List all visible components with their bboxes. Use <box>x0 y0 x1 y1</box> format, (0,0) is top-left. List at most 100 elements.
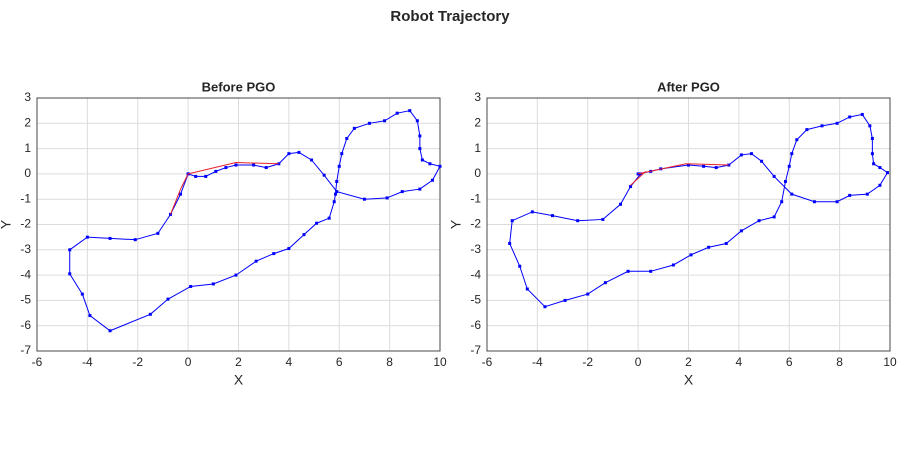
trajectory-point <box>780 200 784 204</box>
trajectory-point <box>315 221 319 225</box>
trajectory-point <box>576 219 580 223</box>
y-tick-label: -3 <box>20 242 31 256</box>
trajectory-point <box>870 152 874 156</box>
trajectory-point <box>805 128 809 132</box>
trajectory-point <box>272 252 276 256</box>
x-tick-label: -4 <box>82 355 93 369</box>
trajectory-point <box>702 164 706 168</box>
trajectory-point <box>550 214 554 218</box>
trajectory-point <box>812 200 816 204</box>
trajectory-point <box>194 174 198 178</box>
trajectory-point <box>362 197 366 201</box>
y-axis-label: Y <box>448 219 464 229</box>
trajectory-point <box>68 272 72 276</box>
trajectory-point <box>848 115 852 119</box>
x-tick-label: -6 <box>32 355 43 369</box>
trajectory-point <box>234 273 238 277</box>
x-tick-label: -2 <box>132 355 143 369</box>
trajectory-point <box>332 200 336 204</box>
x-tick-label: 8 <box>386 355 393 369</box>
y-tick-label: -7 <box>470 343 481 357</box>
trajectory-point <box>872 162 876 166</box>
y-tick-label: -5 <box>470 293 481 307</box>
trajectory-point <box>234 163 238 167</box>
trajectory-point <box>408 109 412 113</box>
trajectory-point <box>108 329 112 333</box>
trajectory-point <box>395 111 399 115</box>
trajectory-point <box>868 124 872 128</box>
y-tick-label: -7 <box>20 343 31 357</box>
trajectory-point <box>418 147 422 151</box>
trajectory-point <box>337 164 341 168</box>
x-tick-label: 4 <box>286 355 293 369</box>
trajectory-point <box>757 219 761 223</box>
trajectory-point <box>211 282 215 286</box>
trajectory-point <box>518 264 522 268</box>
trajectory-point <box>783 179 787 183</box>
y-tick-label: 1 <box>24 141 31 155</box>
trajectory-point <box>508 241 512 245</box>
trajectory-point <box>860 112 864 116</box>
trajectory-point <box>790 192 794 196</box>
trajectory-point <box>88 314 92 318</box>
trajectory-point <box>85 235 89 239</box>
trajectory-point <box>438 164 442 168</box>
x-tick-label: 4 <box>736 355 743 369</box>
trajectory-point <box>133 238 137 242</box>
trajectory-point <box>264 166 268 170</box>
trajectory-point <box>724 241 728 245</box>
trajectory-point <box>352 126 356 130</box>
trajectory-point <box>204 174 208 178</box>
trajectory-point <box>739 153 743 157</box>
y-tick-label: -2 <box>470 217 481 231</box>
trajectory-point <box>772 174 776 178</box>
trajectory-point <box>333 192 337 196</box>
x-tick-label: 0 <box>185 355 192 369</box>
chart-title: Before PGO <box>202 79 276 94</box>
trajectory-point <box>297 150 301 154</box>
trajectory-point <box>310 158 314 162</box>
x-tick-label: 2 <box>685 355 692 369</box>
trajectory-point <box>340 152 344 156</box>
trajectory-point <box>739 229 743 233</box>
trajectory-point <box>430 178 434 182</box>
y-tick-label: 2 <box>24 115 31 129</box>
y-tick-label: 0 <box>24 166 31 180</box>
trajectory-point <box>335 179 339 183</box>
trajectory-point <box>689 253 693 257</box>
trajectory-point <box>166 297 170 301</box>
y-tick-label: 3 <box>474 90 481 104</box>
trajectory-point <box>618 202 622 206</box>
trajectory-point <box>189 284 193 288</box>
trajectory-point <box>385 196 389 200</box>
y-tick-label: 2 <box>474 115 481 129</box>
trajectory-point <box>302 233 306 237</box>
trajectory-point <box>795 138 799 142</box>
x-tick-label: 6 <box>786 355 793 369</box>
x-tick-label: -6 <box>482 355 493 369</box>
trajectory-point <box>878 183 882 187</box>
x-tick-label: -4 <box>532 355 543 369</box>
trajectory-point <box>601 217 605 221</box>
trajectory-point <box>772 215 776 219</box>
trajectory-point <box>418 134 422 138</box>
trajectory-point <box>418 187 422 191</box>
y-tick-label: 1 <box>474 141 481 155</box>
trajectory-point <box>510 219 514 223</box>
trajectory-point <box>80 292 84 296</box>
trajectory-point <box>327 216 331 220</box>
trajectory-point <box>639 172 643 176</box>
trajectory-point <box>367 121 371 125</box>
trajectory-point <box>254 259 258 263</box>
trajectory-point <box>335 190 339 194</box>
y-tick-label: -2 <box>20 217 31 231</box>
y-tick-label: 3 <box>24 90 31 104</box>
trajectory-point <box>179 192 183 196</box>
trajectory-point <box>530 210 534 214</box>
y-tick-label: -1 <box>470 191 481 205</box>
trajectory-point <box>870 136 874 140</box>
trajectory-point <box>885 171 889 175</box>
y-axis-label: Y <box>0 219 14 229</box>
y-tick-label: -3 <box>470 242 481 256</box>
trajectory-point <box>156 231 160 235</box>
